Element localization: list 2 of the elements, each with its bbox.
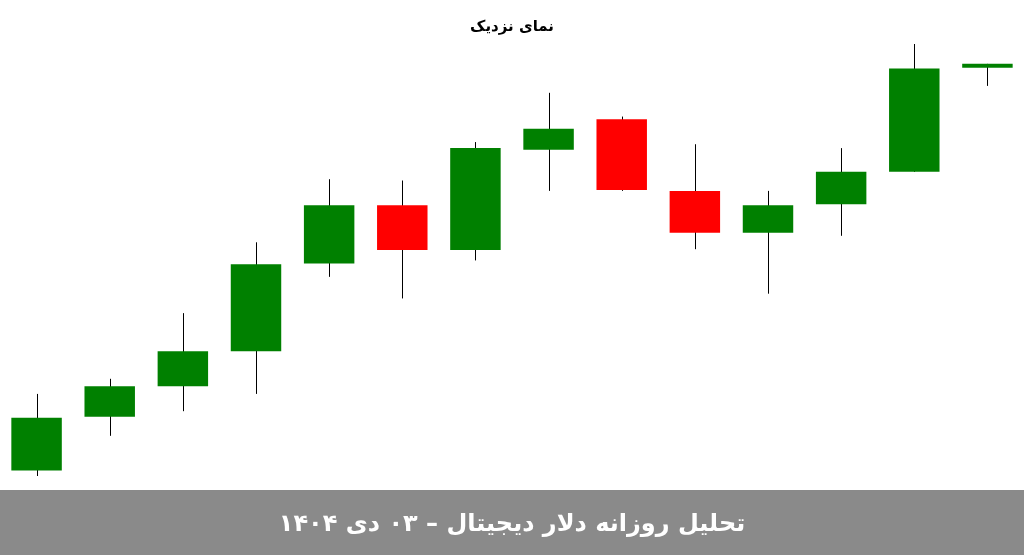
text: تحلیل روزانه دلار دیجیتال – ۰۳ دی ۱۴۰۴: [0, 490, 1024, 555]
chart-title: نمای نزدیک: [470, 16, 554, 35]
